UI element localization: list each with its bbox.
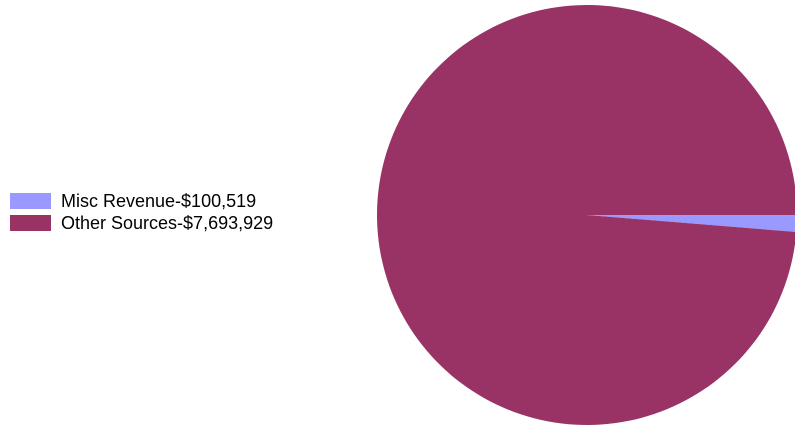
pie-slice-other-sources: [377, 5, 795, 425]
